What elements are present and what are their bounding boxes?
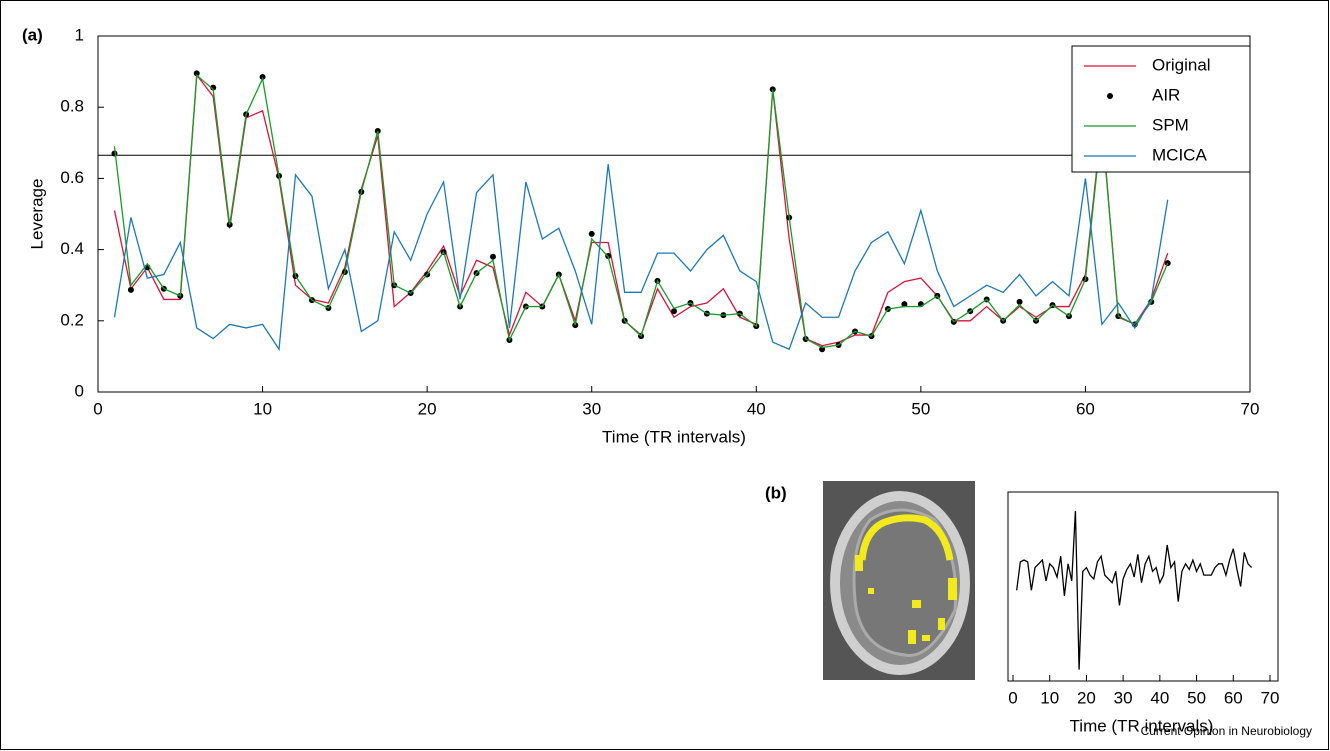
legend-marker [1107,93,1113,99]
y-tick-label: 0.4 [60,239,84,258]
y-tick-label: 0.8 [60,97,84,116]
x-tick-label: 50 [911,399,930,418]
x-tick-label: 20 [418,399,437,418]
marker [210,84,217,91]
x-tick-label: 60 [1224,688,1243,707]
x-tick-label: 40 [1150,688,1169,707]
x-tick-label: 0 [1008,688,1017,707]
legend-label: AIR [1152,85,1180,104]
panel-label: (a) [22,25,43,44]
brain-image [823,481,975,680]
plot-frame [97,35,1251,393]
x-tick-label: 70 [1241,399,1260,418]
x-tick-label: 40 [747,399,766,418]
marker [489,253,496,260]
x-tick-label: 0 [93,399,102,418]
x-tick-label: 50 [1187,688,1206,707]
y-tick-label: 1 [75,25,84,44]
x-axis-label: Time (TR intervals) [1070,716,1214,735]
legend-box [1071,45,1251,173]
panel-label: (b) [765,483,787,502]
x-tick-label: 10 [1040,688,1059,707]
x-tick-label: 70 [1261,688,1280,707]
marker [259,73,266,80]
x-tick-label: 30 [582,399,601,418]
marker [588,230,595,237]
y-axis-label: Leverage [27,179,46,250]
legend-label: Original [1152,55,1211,74]
marker [127,286,134,293]
marker [193,70,200,77]
marker [901,301,908,308]
legend-label: SPM [1152,115,1189,134]
x-axis-label: Time (TR intervals) [602,427,746,446]
x-tick-label: 60 [1076,399,1095,418]
y-tick-label: 0.6 [60,168,84,187]
x-tick-label: 10 [253,399,272,418]
marker [1016,298,1023,305]
series-line [113,73,1169,349]
series-line [113,164,1169,352]
credit: Current Opinion in Neurobiology [1141,724,1312,738]
y-tick-label: 0 [75,381,84,400]
x-tick-label: 20 [1077,688,1096,707]
y-tick-label: 0.2 [60,310,84,329]
x-tick-label: 30 [1114,688,1133,707]
legend-label: MCICA [1152,145,1207,164]
plot-frame [1007,491,1279,682]
series-line [1016,510,1253,670]
marker [671,308,677,315]
